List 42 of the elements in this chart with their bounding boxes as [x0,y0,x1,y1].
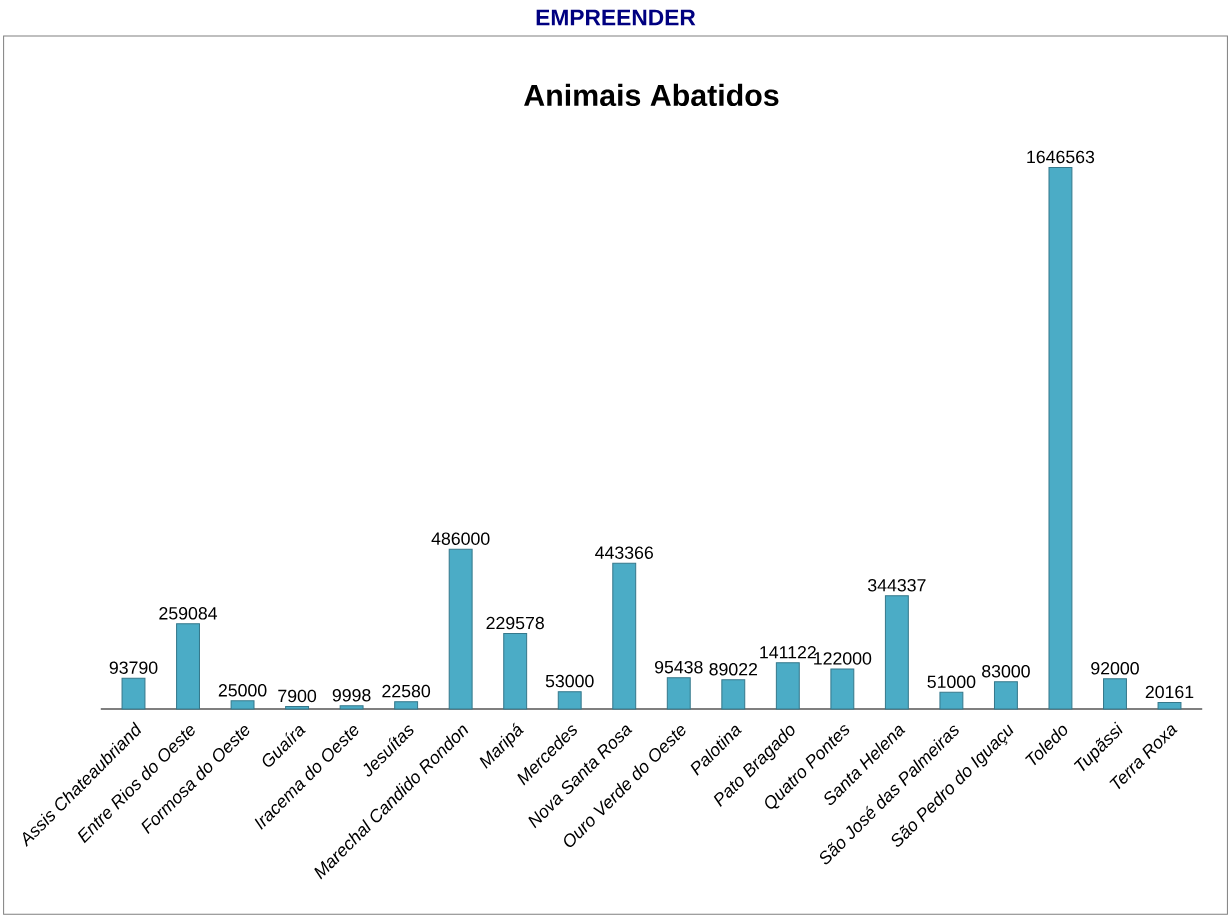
bar [666,677,691,710]
bar [884,595,909,710]
data-label: 20161 [1145,685,1194,699]
data-label: 141122 [760,646,816,659]
bar [448,548,473,710]
bar [230,700,255,710]
bar [721,679,746,710]
bar [176,623,200,710]
data-label: 443366 [595,546,653,559]
bar [557,691,582,710]
data-label: 53000 [545,674,594,688]
bar [993,681,1018,710]
data-label: 486000 [431,532,490,545]
bar [830,668,855,710]
data-label: 25000 [218,684,267,697]
data-label: 229578 [486,616,544,630]
data-label: 9998 [332,689,371,702]
bar [285,706,310,710]
data-label: 22580 [382,684,431,698]
bar [339,705,364,710]
bar [121,677,146,710]
data-label: 92000 [1091,662,1139,675]
bar [939,691,964,710]
data-label: 1646563 [1027,150,1095,164]
text: EMPREENDER [536,9,696,26]
data-label: 95438 [654,660,703,674]
data-label: 51000 [927,675,976,689]
bar [1157,702,1182,710]
data-label: 344337 [868,579,926,592]
data-label: 122000 [814,652,872,665]
bar [394,701,419,710]
data-label: 259084 [159,607,218,620]
bar [1103,678,1127,710]
bar [1048,167,1073,710]
data-label: 93790 [109,661,158,674]
bar [503,633,528,710]
data-label: 89022 [709,663,758,676]
data-label: 83000 [982,665,1030,678]
chart-title: Animais Abatidos [524,83,779,107]
bar [612,562,637,710]
data-label: 7900 [278,689,317,703]
bar [775,662,800,710]
